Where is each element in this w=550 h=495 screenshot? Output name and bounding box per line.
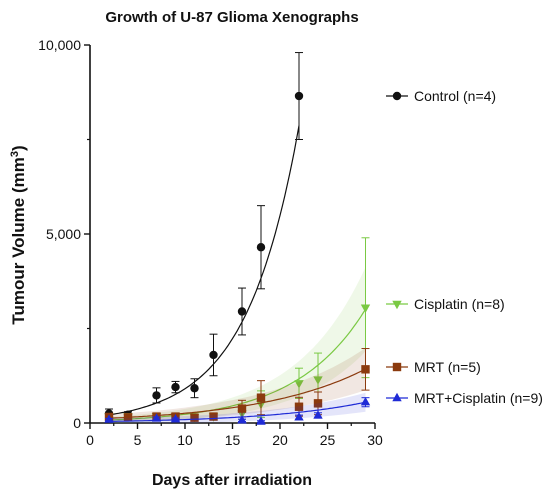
- series-0-data-point: [190, 384, 199, 393]
- series-2-data-point: [123, 413, 133, 422]
- y-tick-label: 10,000: [38, 37, 81, 53]
- series-2-data-point: [256, 393, 266, 402]
- series-1-data-point: [360, 304, 371, 313]
- legend-label: Control (n=4): [414, 88, 496, 104]
- series-0-group: [104, 52, 304, 419]
- series-2-data-point: [237, 404, 247, 413]
- y-tick-label: 5,000: [46, 226, 81, 242]
- x-tick-label: 25: [320, 432, 336, 448]
- series-2-fit-curve: [108, 368, 366, 419]
- x-tick-label: 20: [272, 432, 288, 448]
- legend-marker: [392, 300, 402, 310]
- legend-marker: [392, 362, 402, 372]
- legend-item-0: Control (n=4): [386, 88, 496, 104]
- series-3-data-point: [256, 416, 266, 425]
- series-0-data-point: [294, 91, 304, 101]
- legend: Control (n=4) Cisplatin (n=8) MRT (n=5) MRT…: [386, 88, 543, 406]
- x-axis-label: Days after irradiation: [152, 472, 312, 489]
- series-0-data-point: [152, 391, 161, 400]
- series-3-data-point: [237, 415, 247, 424]
- series-2-data-point: [361, 365, 370, 374]
- series-3-data-point: [313, 410, 323, 419]
- series-3-data-point: [151, 413, 162, 422]
- x-tick-label: 5: [134, 432, 142, 448]
- series-2-data-point: [313, 399, 323, 408]
- legend-item-2: MRT (n=5): [386, 359, 481, 375]
- series-0-data-point: [171, 382, 180, 392]
- y-axis-label: Tumour Volume (mm3): [9, 145, 28, 324]
- x-tick-label: 0: [86, 432, 94, 448]
- chart-title: Growth of U-87 Glioma Xenographs: [105, 9, 358, 26]
- x-tick-label: 15: [225, 432, 241, 448]
- series-3-group: [104, 392, 371, 425]
- series-2-data-point: [190, 413, 199, 422]
- legend-label: Cisplatin (n=8): [414, 296, 505, 312]
- y-axis-label-superscript: 3: [9, 151, 21, 157]
- legend-label: MRT+Cisplatin (n=9): [414, 390, 543, 406]
- series-0-fit-curve: [108, 125, 300, 416]
- y-axis-label-close: ): [9, 145, 28, 151]
- series-3-fit-curve: [109, 401, 366, 422]
- legend-label: MRT (n=5): [414, 359, 481, 375]
- series-2-data-point: [294, 402, 304, 411]
- legend-marker: [392, 91, 402, 101]
- series-2-data-point: [209, 412, 218, 421]
- series-3-data-point: [294, 412, 304, 421]
- y-axis-label-main: Tumour Volume (mm: [9, 157, 28, 325]
- series-0-data-point: [237, 307, 247, 316]
- legend-item-1: Cisplatin (n=8): [386, 296, 505, 312]
- series-1-fit-curve: [108, 308, 367, 421]
- x-tick-label: 30: [367, 432, 383, 448]
- legend-item-3: MRT+Cisplatin (n=9): [386, 390, 543, 406]
- plot-area: 0 5 10 15 20 25 30 0 5,000 10,000: [38, 37, 383, 448]
- series-3-data-point: [170, 414, 181, 423]
- x-tick-label: 10: [177, 432, 193, 448]
- series-3-data-point: [104, 414, 114, 423]
- legend-marker: [392, 392, 402, 402]
- series-3-data-point: [360, 397, 371, 406]
- series-0-data-point: [256, 243, 266, 252]
- y-tick-label: 0: [73, 415, 81, 431]
- series-1-data-point: [294, 380, 304, 389]
- series-0-data-point: [209, 350, 218, 360]
- series-1-data-point: [313, 376, 323, 385]
